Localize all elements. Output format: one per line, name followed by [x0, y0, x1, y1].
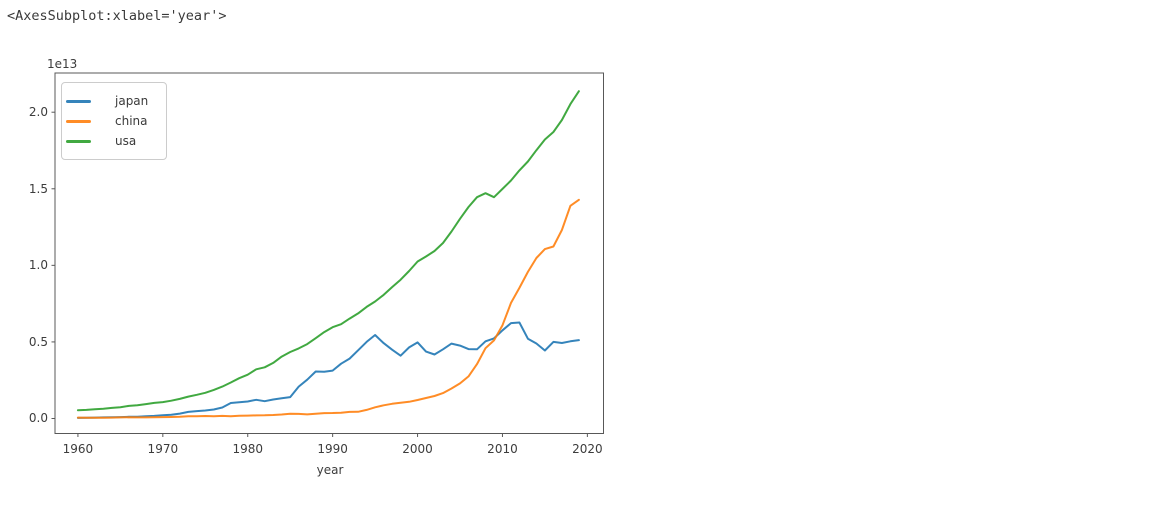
x-tick-label: 1980 [232, 442, 264, 456]
x-tick-label: 2010 [487, 442, 518, 456]
x-tick-label: 1990 [317, 442, 348, 456]
legend-label: usa [115, 134, 137, 148]
legend-line-sample-icon [66, 119, 91, 123]
y-tick-label: 0.5 [28, 334, 48, 349]
y-axis-offset-text: 1e13 [47, 57, 78, 71]
y-axis-tick-labels: 0.0 0.5 1.0 1.5 2.0 [0, 0, 48, 511]
legend-line-sample-icon [66, 139, 91, 143]
legend-item-usa: usa [66, 135, 160, 147]
y-tick-label: 1.5 [28, 181, 48, 196]
legend-label: china [115, 114, 148, 128]
legend-item-china: china [66, 115, 160, 127]
x-tick-label: 2000 [402, 442, 433, 456]
x-tick-label: 1960 [62, 442, 94, 456]
y-tick-label: 1.0 [28, 258, 48, 273]
line-china [76, 198, 580, 419]
line-usa [76, 90, 580, 412]
legend: japan china usa [61, 82, 167, 160]
x-tick-label: 1970 [147, 442, 179, 456]
x-axis-label: year [316, 463, 344, 477]
legend-label: japan [115, 94, 149, 108]
x-tick-label: 2020 [572, 442, 603, 456]
y-tick-label: 2.0 [28, 105, 48, 120]
legend-item-japan: japan [66, 95, 160, 107]
axes-spines [54, 72, 604, 434]
x-axis-tick-labels: 1960 1970 1980 1990 2000 2010 2020 [0, 443, 660, 459]
legend-line-sample-icon [66, 99, 91, 103]
y-tick-label: 0.0 [28, 411, 48, 426]
cell-output-repr-text: <AxesSubplot:xlabel='year'> [7, 8, 227, 24]
